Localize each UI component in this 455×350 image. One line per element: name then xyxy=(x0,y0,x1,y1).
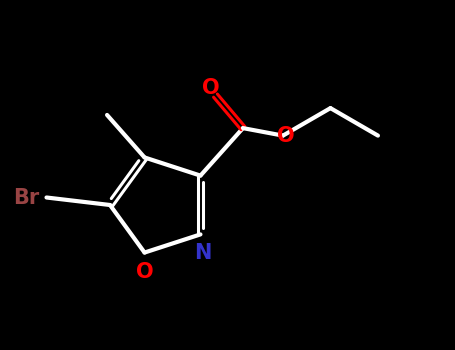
Text: O: O xyxy=(202,78,219,98)
Text: O: O xyxy=(136,261,153,281)
Text: N: N xyxy=(194,243,212,264)
Text: O: O xyxy=(277,126,294,146)
Text: Br: Br xyxy=(13,188,40,208)
